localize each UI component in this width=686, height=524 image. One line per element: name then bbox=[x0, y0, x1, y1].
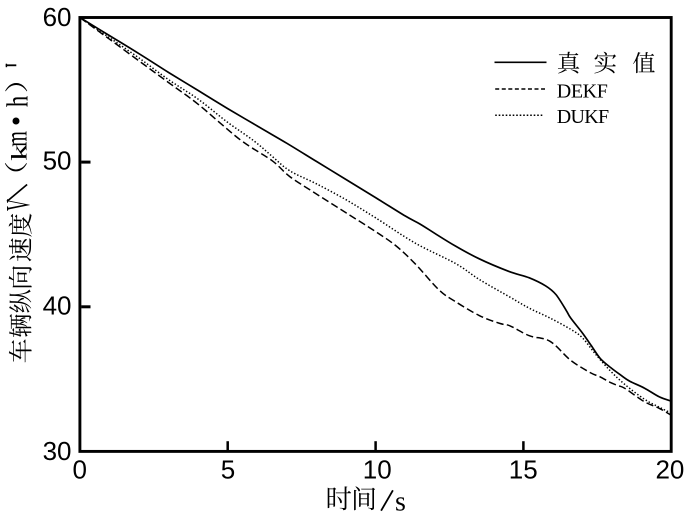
svg-text:V: V bbox=[0, 199, 37, 211]
svg-text:0: 0 bbox=[72, 454, 86, 484]
svg-text:15: 15 bbox=[509, 454, 538, 484]
svg-text:10: 10 bbox=[363, 454, 392, 484]
svg-text:60: 60 bbox=[43, 2, 72, 32]
svg-text:k: k bbox=[7, 143, 32, 161]
svg-text:m: m bbox=[0, 131, 33, 147]
svg-text:5: 5 bbox=[221, 454, 235, 484]
svg-text:DEKF: DEKF bbox=[557, 80, 608, 102]
svg-text:DUKF: DUKF bbox=[557, 106, 609, 128]
svg-text:20: 20 bbox=[655, 454, 684, 484]
svg-text:30: 30 bbox=[43, 436, 72, 466]
svg-text:s: s bbox=[395, 487, 406, 518]
svg-text:50: 50 bbox=[43, 146, 72, 176]
svg-text:h: h bbox=[0, 95, 34, 107]
svg-text:40: 40 bbox=[43, 291, 72, 321]
